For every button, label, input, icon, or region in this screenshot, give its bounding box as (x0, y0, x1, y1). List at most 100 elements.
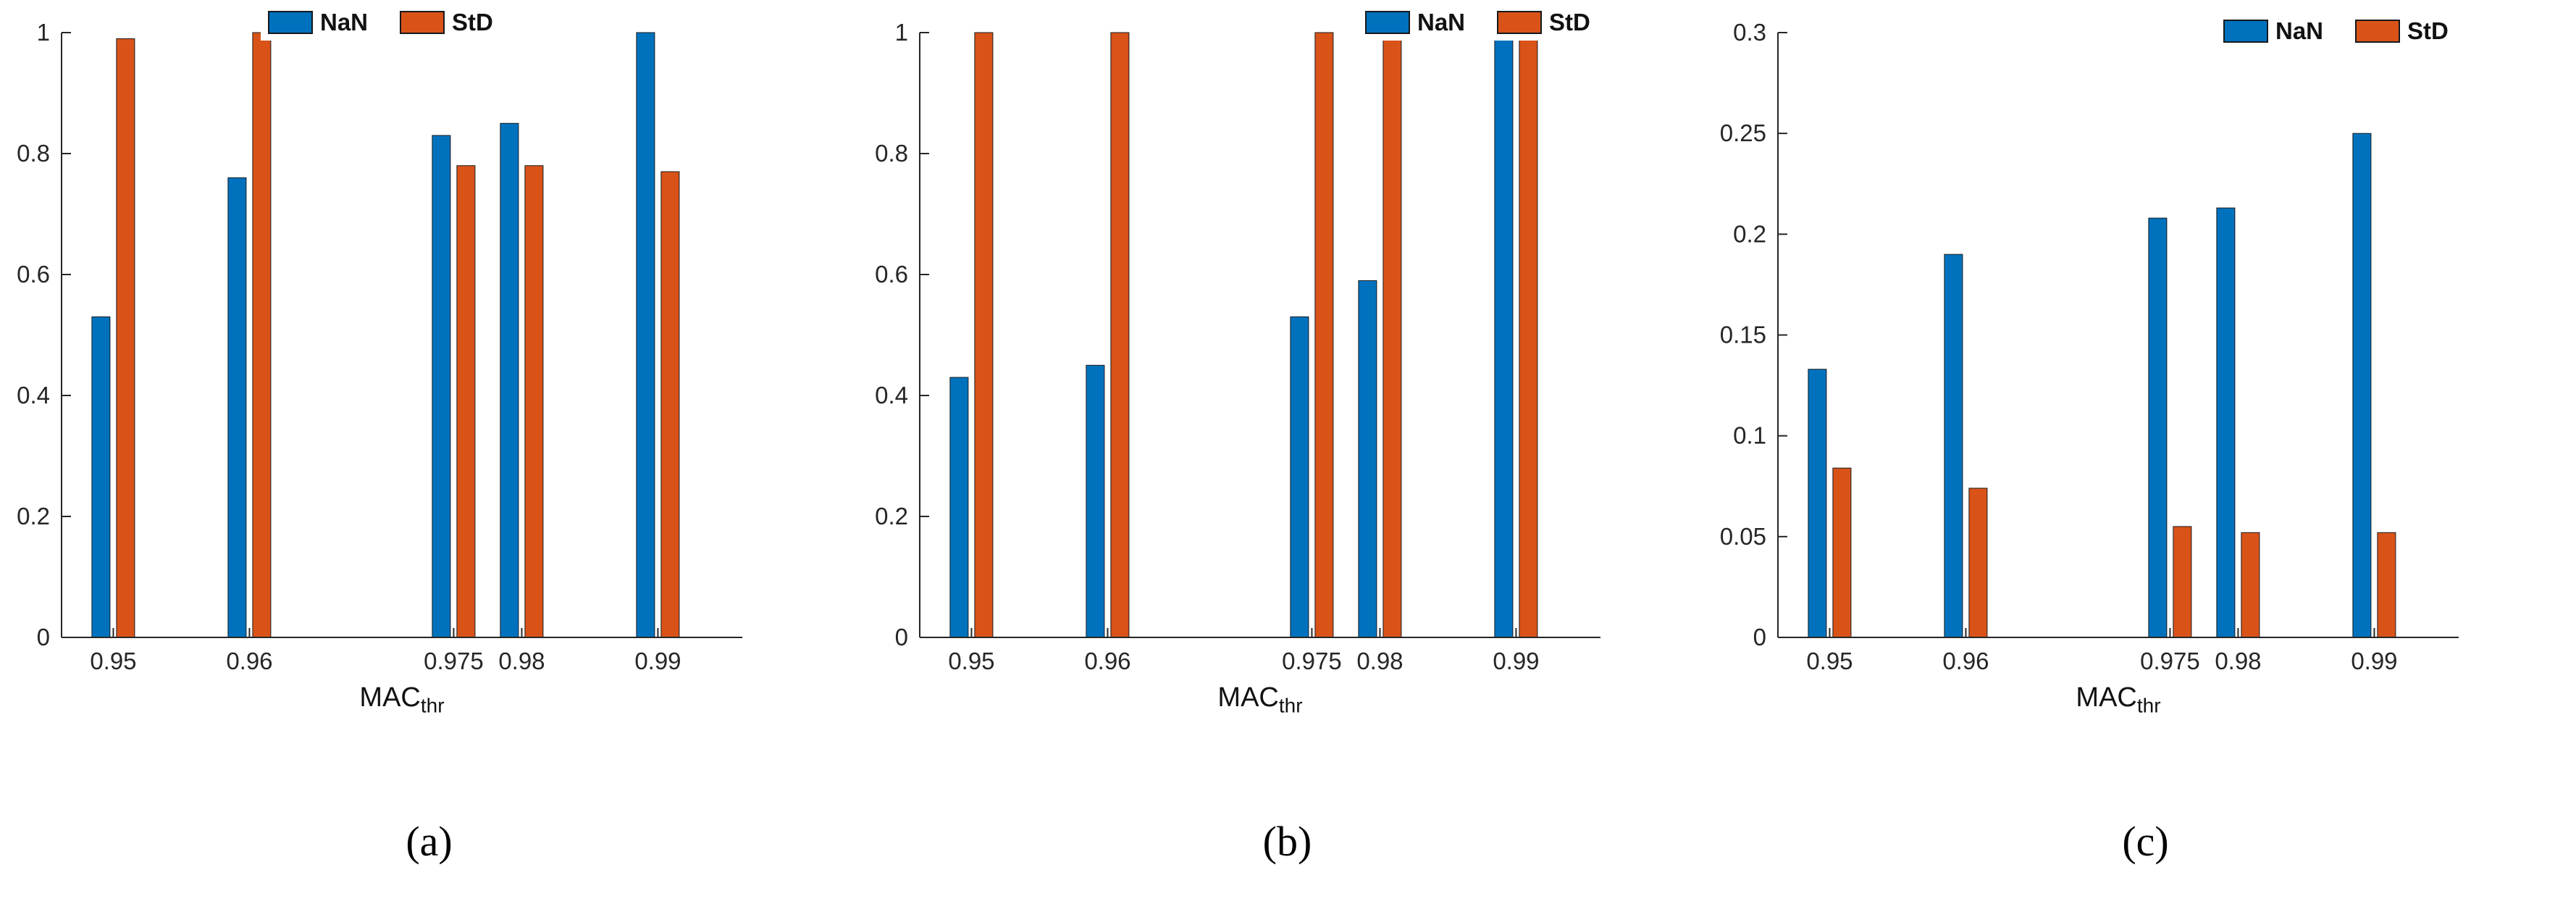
legend-item-nan: NaN (268, 9, 368, 36)
bar-nan-0.99 (636, 32, 655, 638)
std-series-swatch (1497, 11, 1543, 34)
bar-nan-0.95 (1808, 369, 1827, 638)
bar-nan-0.95 (91, 316, 111, 638)
x-axis-label-main: MAC (359, 682, 421, 713)
y-tick-label: 1 (895, 19, 908, 46)
bar-std-0.95 (974, 32, 994, 638)
bar-std-0.98 (2241, 532, 2260, 638)
bar-chart-c: 0 0.05 0.1 0.15 0.2 0.25 0.3 0.95 0.96 0.975 0.98 0… (1720, 19, 2459, 674)
x-tick-label: 0.95 (948, 648, 994, 674)
y-tick-label: 0.15 (1720, 322, 1766, 348)
x-tick-label: 0.99 (2351, 648, 2397, 674)
series-nan (949, 32, 1514, 638)
y-tick-label: 0.05 (1720, 523, 1766, 550)
legend: NaN StD (261, 4, 500, 41)
std-series-swatch (2355, 20, 2401, 43)
y-tick-label: 0.25 (1720, 120, 1766, 146)
series-std (974, 32, 1538, 638)
x-axis-label-main: MAC (1217, 682, 1279, 713)
x-tick-label: 0.98 (498, 648, 545, 674)
x-tick-label: 0.96 (1942, 648, 1989, 674)
bar-nan-0.975 (2148, 217, 2168, 638)
y-tick-label: 0.2 (875, 503, 908, 529)
x-tick-label: 0.99 (1493, 648, 1539, 674)
bar-std-0.95 (1832, 467, 1852, 638)
y-tick-label: 0.2 (17, 503, 50, 529)
chart-panel-a: NaN StD 0 0.2 0.4 0.6 0.8 1 0.95 0.96 0.975 0.98 0… (0, 0, 858, 917)
x-tick-label: 0.96 (1084, 648, 1130, 674)
bar-std-0.98 (1383, 32, 1402, 638)
legend-item-std: StD (2355, 17, 2449, 45)
x-axis-label: MACthr (920, 682, 1600, 718)
nan-series-swatch (2223, 20, 2268, 43)
legend-item-nan: NaN (1365, 9, 1465, 36)
std-series-swatch (400, 11, 445, 34)
bar-nan-0.96 (1944, 254, 1963, 638)
bar-nan-0.975 (1290, 316, 1309, 638)
legend-item-std: StD (400, 9, 493, 36)
legend-item-std: StD (1497, 9, 1590, 36)
series-std (116, 32, 680, 638)
legend-item-nan: NaN (2223, 17, 2323, 45)
legend-label-std: StD (452, 9, 493, 35)
bar-nan-0.98 (500, 122, 519, 638)
bar-nan-0.975 (432, 135, 451, 638)
bar-nan-0.98 (1358, 280, 1377, 638)
y-tick-label: 0.8 (875, 140, 908, 167)
bar-std-0.95 (116, 38, 135, 638)
bar-nan-0.99 (1494, 32, 1514, 638)
x-axis-label-main: MAC (2076, 682, 2137, 713)
bar-nan-0.96 (1086, 364, 1105, 638)
y-tick-label: 0 (895, 624, 908, 650)
series-nan (1808, 133, 2372, 638)
bar-nan-0.95 (949, 377, 969, 638)
chart-panel-c: NaN StD 0 0.05 0.1 0.15 0.2 0.25 0.3 0.95 0.96 0.… (1716, 0, 2575, 917)
legend-label-nan: NaN (1417, 9, 1466, 35)
bar-std-0.975 (456, 165, 476, 638)
x-tick-label: 0.975 (2140, 648, 2200, 674)
bar-std-0.99 (1519, 32, 1538, 638)
x-axis-label-sub: thr (1278, 694, 1303, 717)
legend-label-std: StD (1549, 9, 1590, 35)
bar-chart-a: 0 0.2 0.4 0.6 0.8 1 0.95 0.96 0.975 0.98 0.99 (17, 19, 742, 674)
nan-series-swatch (1365, 11, 1410, 34)
x-tick-label: 0.99 (634, 648, 681, 674)
x-tick-label: 0.98 (1356, 648, 1403, 674)
x-axis-label-sub: thr (2136, 694, 2161, 717)
bar-std-0.98 (524, 165, 544, 638)
series-std (1832, 467, 2396, 638)
x-tick-label: 0.975 (1282, 648, 1342, 674)
bar-std-0.96 (1110, 32, 1130, 638)
legend-label-std: StD (2407, 17, 2449, 44)
bar-nan-0.98 (2216, 207, 2236, 638)
y-tick-label: 0.2 (1733, 220, 1766, 247)
y-tick-label: 0.1 (1733, 422, 1766, 449)
legend-label-nan: NaN (320, 9, 369, 35)
x-axis-label: MACthr (1778, 682, 2459, 718)
legend: NaN StD (1358, 4, 1598, 41)
chart-panel-b: NaN StD 0 0.2 0.4 0.6 0.8 1 0.95 0.96 0.975 0.98 0… (858, 0, 1716, 917)
bar-std-0.975 (2173, 526, 2192, 638)
bar-std-0.975 (1314, 32, 1334, 638)
y-tick-label: 1 (37, 19, 50, 46)
y-tick-label: 0 (1753, 624, 1766, 650)
bar-nan-0.96 (227, 177, 247, 638)
y-tick-label: 0.4 (17, 382, 50, 409)
y-tick-label: 0.6 (875, 261, 908, 288)
y-tick-label: 0.3 (1733, 19, 1766, 46)
legend: NaN StD (2216, 13, 2456, 49)
nan-series-swatch (268, 11, 313, 34)
x-tick-label: 0.975 (424, 648, 484, 674)
bar-std-0.96 (1968, 487, 1988, 638)
bar-chart-b: 0 0.2 0.4 0.6 0.8 1 0.95 0.96 0.975 0.98 0.99 (875, 19, 1600, 674)
x-axis-label: MACthr (62, 682, 742, 718)
x-tick-label: 0.95 (90, 648, 136, 674)
bar-std-0.96 (252, 32, 272, 638)
x-axis-label-sub: thr (420, 694, 445, 717)
subfigure-caption-a: (a) (406, 818, 453, 865)
y-tick-label: 0.4 (875, 382, 908, 409)
subfigure-caption-b: (b) (1262, 818, 1312, 865)
bar-std-0.99 (2377, 532, 2396, 638)
x-tick-label: 0.96 (226, 648, 272, 674)
